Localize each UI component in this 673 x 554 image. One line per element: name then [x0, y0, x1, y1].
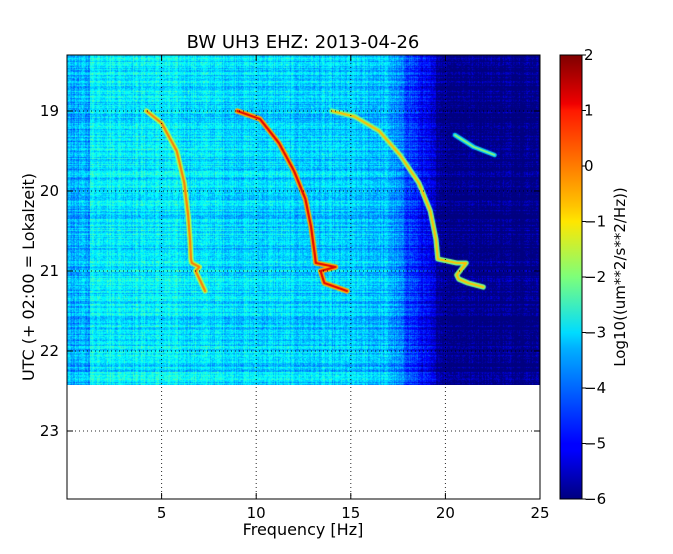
y-tick-label: 21	[40, 262, 59, 280]
x-tick-label: 5	[157, 504, 167, 522]
colorbar-label: Log10((um**2/s**2/Hz))	[611, 187, 629, 367]
y-tick-label: 23	[40, 422, 59, 440]
y-tick-label: 19	[40, 102, 59, 120]
colorbar-tick-label: −4	[584, 379, 606, 397]
colorbar-tick-label: −2	[584, 268, 606, 286]
y-tick-label: 22	[40, 342, 59, 360]
y-tick-label: 20	[40, 182, 59, 200]
colorbar-gradient	[559, 54, 583, 500]
x-tick-label: 15	[341, 504, 360, 522]
x-tick-label: 25	[530, 504, 549, 522]
colorbar-tick-label: 2	[584, 46, 594, 64]
colorbar-tick-label: 1	[584, 102, 594, 120]
y-axis-label: UTC (+ 02:00 = Lokalzeit)	[19, 173, 38, 381]
plot-frame	[66, 54, 541, 500]
colorbar-tick-label: −6	[584, 490, 606, 508]
x-tick-label: 10	[247, 504, 266, 522]
x-tick-label: 20	[436, 504, 455, 522]
colorbar-ticks: 2 1 0 −1 −2 −3 −4 −5 −6	[582, 46, 606, 508]
x-axis-label: Frequency [Hz]	[243, 520, 364, 539]
plot-area	[66, 54, 541, 500]
colorbar-tick-label: 0	[584, 157, 594, 175]
y-axis: 19 20 21 22 23	[40, 102, 540, 440]
colorbar-tick-label: −5	[584, 435, 606, 453]
grid-lines	[67, 55, 540, 499]
colorbar: 2 1 0 −1 −2 −3 −4 −5 −6 Log10((um**2/s**2/Hz))	[559, 46, 629, 508]
colorbar-tick-label: −3	[584, 324, 606, 342]
chart-title: BW UH3 EHZ: 2013-04-26	[187, 32, 420, 53]
x-axis: 5 10 15 20 25	[157, 55, 550, 522]
colorbar-tick-label: −1	[584, 213, 606, 231]
spectrogram-image	[67, 55, 540, 385]
